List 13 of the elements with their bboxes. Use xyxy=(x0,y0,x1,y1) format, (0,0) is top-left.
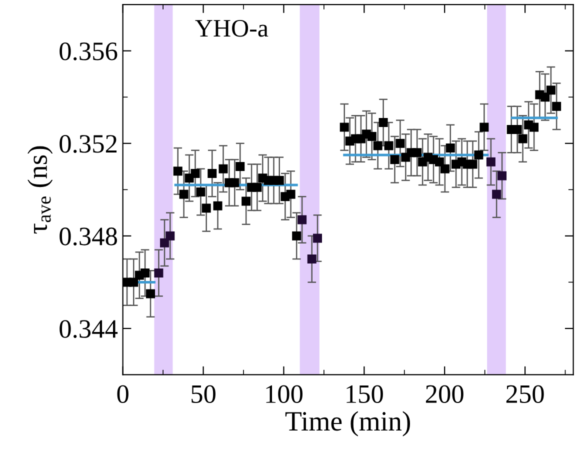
x-tick-label: 200 xyxy=(426,385,464,404)
x-tick-label: 0 xyxy=(117,385,128,404)
x-tick-label: 250 xyxy=(506,385,544,404)
x-tick-label: 50 xyxy=(192,385,216,404)
x-tick-label: 100 xyxy=(266,385,303,404)
y-axis-title: τ$_{ave}$ (ns) xyxy=(28,146,53,234)
x-tick-label: 150 xyxy=(346,385,383,404)
y-tick-label: 0.344 xyxy=(60,320,118,338)
y-tick-label: 0.352 xyxy=(60,134,117,153)
y-tick-label: 0.348 xyxy=(60,228,117,246)
y-tick-label: 0.356 xyxy=(60,42,118,60)
x-axis-title: Time (min) xyxy=(285,411,410,436)
annotation: YHO-a xyxy=(195,20,268,37)
